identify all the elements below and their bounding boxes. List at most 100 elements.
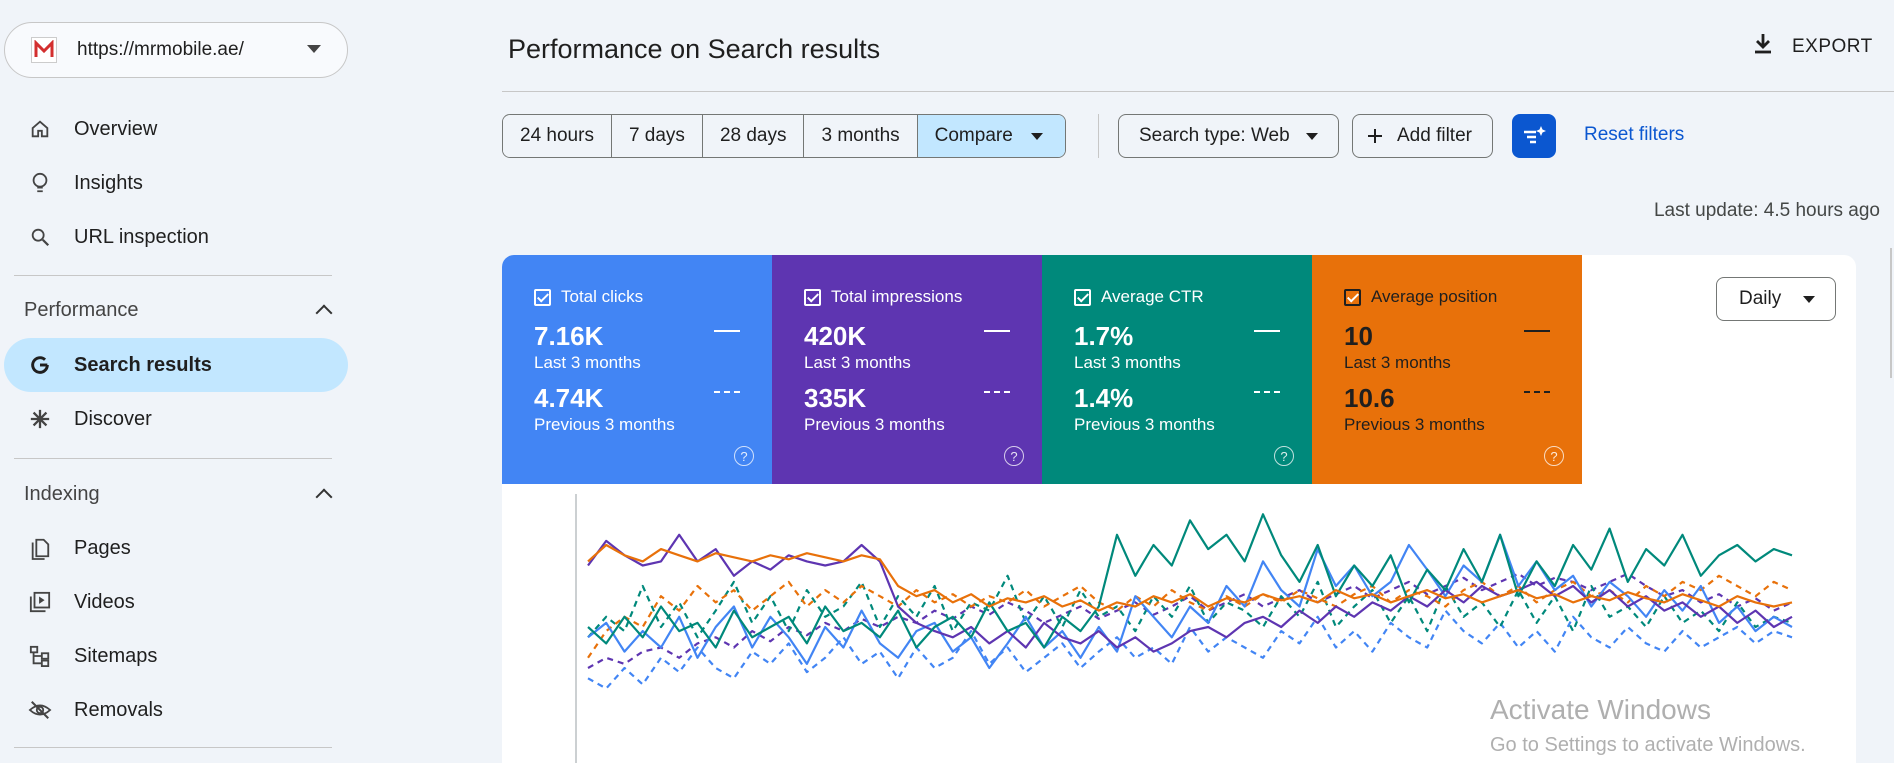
plus-icon xyxy=(1365,126,1385,146)
pages-icon xyxy=(26,534,54,562)
metric-average-ctr[interactable]: Average CTR 1.7% Last 3 months 1.4% Prev… xyxy=(1042,255,1312,484)
search-type-label: Search type: Web xyxy=(1139,125,1290,146)
toolbar-divider xyxy=(1098,114,1099,158)
solid-line-legend xyxy=(1254,330,1280,332)
sidebar-divider xyxy=(14,747,332,748)
series-line-average-ctr-previous xyxy=(587,574,1793,639)
granularity-dropdown[interactable]: Daily xyxy=(1716,277,1836,321)
add-filter-button[interactable]: Add filter xyxy=(1352,114,1493,158)
checkbox-checked-icon xyxy=(1344,288,1361,306)
home-icon xyxy=(26,115,54,143)
section-title: Indexing xyxy=(24,482,100,505)
sidebar-item-removals[interactable]: Removals xyxy=(4,683,348,737)
sidebar-item-discover[interactable]: Discover xyxy=(4,392,348,446)
metric-previous-value: 335K xyxy=(804,383,867,413)
section-indexing[interactable]: Indexing xyxy=(24,474,334,514)
metric-current-value: 420K xyxy=(804,321,867,351)
sidebar-item-sitemaps[interactable]: Sitemaps xyxy=(4,629,348,683)
range-3-months[interactable]: 3 months xyxy=(804,115,918,157)
checkbox-checked-icon xyxy=(804,288,821,306)
help-icon[interactable]: ? xyxy=(1544,446,1564,466)
eye-off-icon xyxy=(26,696,54,724)
filter-sparkle-icon xyxy=(1521,124,1547,148)
metric-current-value: 7.16K xyxy=(534,321,604,351)
sidebar-item-label: URL inspection xyxy=(74,225,209,248)
compare-dropdown[interactable]: Compare xyxy=(917,115,1065,157)
metric-header: Average CTR xyxy=(1074,287,1204,307)
metric-total-clicks[interactable]: Total clicks 7.16K Last 3 months 4.74K P… xyxy=(502,255,772,484)
windows-activation-subtitle: Go to Settings to activate Windows. xyxy=(1490,734,1806,756)
add-filter-label: Add filter xyxy=(1397,125,1472,146)
metric-current-period: Last 3 months xyxy=(1344,353,1451,372)
series-line-total-clicks-previous xyxy=(587,609,1793,690)
sidebar-item-label: Overview xyxy=(74,117,158,140)
sidebar-item-search-results[interactable]: Search results xyxy=(4,338,348,392)
help-icon[interactable]: ? xyxy=(1004,446,1024,466)
metric-current-period: Last 3 months xyxy=(804,353,911,372)
metric-current-period: Last 3 months xyxy=(1074,353,1181,372)
search-icon xyxy=(26,223,54,251)
sidebar-item-videos[interactable]: Videos xyxy=(4,575,348,629)
metric-header: Total clicks xyxy=(534,287,643,307)
solid-line-legend xyxy=(984,330,1010,332)
metric-current-value: 1.7% xyxy=(1074,321,1134,351)
sidebar-item-overview[interactable]: Overview xyxy=(4,102,348,156)
chevron-up-icon xyxy=(315,488,333,506)
help-icon[interactable]: ? xyxy=(734,446,754,466)
metric-previous-period: Previous 3 months xyxy=(804,415,945,434)
sidebar-item-label: Search results xyxy=(74,353,212,376)
metric-previous-period: Previous 3 months xyxy=(534,415,675,434)
metric-average-position[interactable]: Average position 10 Last 3 months 10.6 P… xyxy=(1312,255,1582,484)
section-title: Performance xyxy=(24,298,139,321)
filter-settings-button[interactable] xyxy=(1512,114,1556,158)
sidebar-item-pages[interactable]: Pages xyxy=(4,521,348,575)
sidebar-item-url-inspection[interactable]: URL inspection xyxy=(4,210,348,264)
sidebar-item-label: Sitemaps xyxy=(74,644,158,667)
video-icon xyxy=(26,588,54,616)
series-line-average-ctr-current xyxy=(587,513,1793,649)
metric-previous-value: 4.74K xyxy=(534,383,604,413)
caret-down-icon xyxy=(1305,132,1318,140)
page-title: Performance on Search results xyxy=(508,34,881,64)
window-edge xyxy=(1890,248,1892,378)
last-update-text: Last update: 4.5 hours ago xyxy=(1653,200,1880,221)
performance-chart-card: Total clicks 7.16K Last 3 months 4.74K P… xyxy=(502,255,1856,763)
date-range-group: 24 hours 7 days 28 days 3 months Compare xyxy=(502,114,1066,158)
metric-label: Total impressions xyxy=(831,287,963,306)
checkbox-checked-icon xyxy=(534,288,551,306)
chevron-up-icon xyxy=(315,304,333,322)
series-line-total-clicks-current xyxy=(587,533,1793,670)
series-line-total-impressions-previous xyxy=(587,572,1793,669)
series-line-total-impressions-current xyxy=(587,533,1793,653)
sidebar-item-label: Insights xyxy=(74,171,143,194)
granularity-label: Daily xyxy=(1739,288,1782,309)
sidebar-item-label: Videos xyxy=(74,590,135,613)
range-7-days[interactable]: 7 days xyxy=(611,115,703,157)
sidebar-item-insights[interactable]: Insights xyxy=(4,156,348,210)
property-selector[interactable]: https://mrmobile.ae/ xyxy=(4,22,348,78)
metric-previous-value: 1.4% xyxy=(1074,383,1134,413)
section-performance[interactable]: Performance xyxy=(24,290,334,330)
metric-header: Average position xyxy=(1344,287,1497,307)
caret-down-icon xyxy=(1803,295,1816,303)
metric-previous-period: Previous 3 months xyxy=(1344,415,1485,434)
help-icon[interactable]: ? xyxy=(1274,446,1294,466)
range-24-hours[interactable]: 24 hours xyxy=(503,115,612,157)
metric-label: Average CTR xyxy=(1101,287,1204,306)
reset-filters-link[interactable]: Reset filters xyxy=(1584,124,1685,145)
solid-line-legend xyxy=(1524,330,1550,332)
asterisk-icon xyxy=(26,405,54,433)
range-28-days[interactable]: 28 days xyxy=(702,115,805,157)
checkbox-checked-icon xyxy=(1074,288,1091,306)
windows-activation-title: Activate Windows xyxy=(1490,694,1711,725)
sidebar-item-label: Removals xyxy=(74,698,163,721)
performance-line-chart xyxy=(575,494,1793,763)
solid-line-legend xyxy=(714,330,740,332)
dashed-line-legend xyxy=(1254,391,1280,393)
export-button[interactable]: EXPORT xyxy=(1752,32,1873,62)
header-divider xyxy=(502,91,1894,92)
sidebar-divider xyxy=(14,275,332,276)
metric-current-value: 10 xyxy=(1344,321,1373,351)
metric-total-impressions[interactable]: Total impressions 420K Last 3 months 335… xyxy=(772,255,1042,484)
search-type-dropdown[interactable]: Search type: Web xyxy=(1118,114,1339,158)
